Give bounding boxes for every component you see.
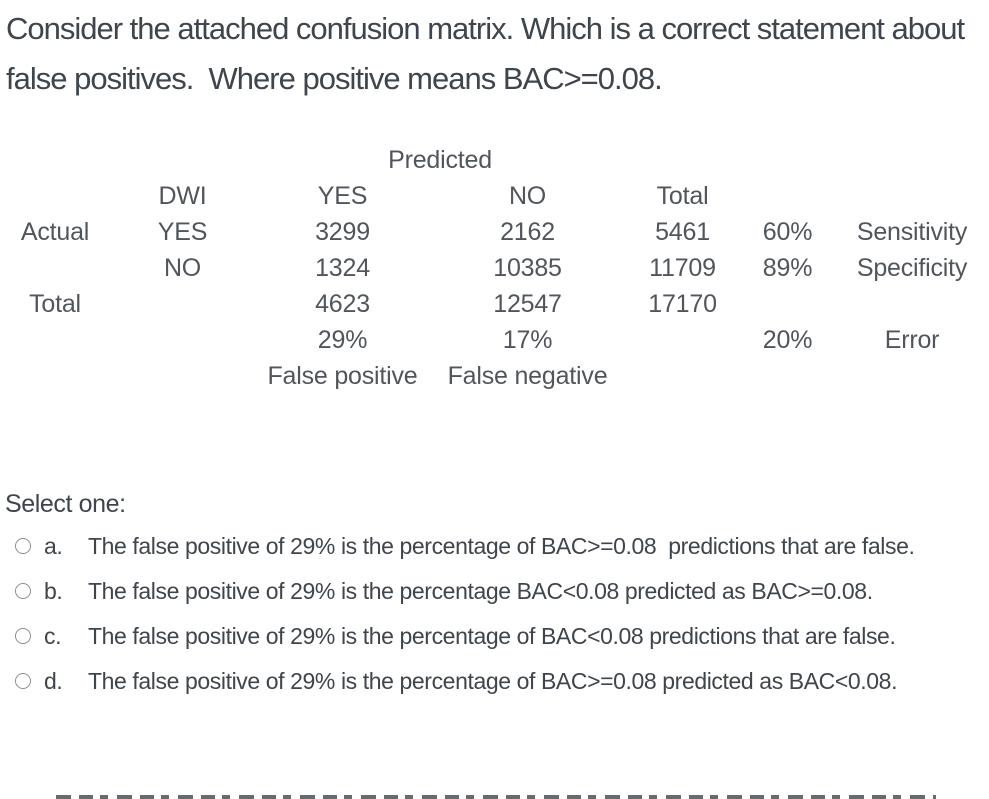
matrix-cell: [740, 142, 835, 178]
matrix-cell: 20%: [762, 325, 813, 354]
matrix-cell: YES: [317, 181, 368, 210]
option-a-radio[interactable]: [15, 538, 31, 554]
matrix-cell: [0, 142, 110, 178]
matrix-cell: NO: [163, 253, 202, 282]
matrix-cell: [0, 178, 110, 214]
confusion-matrix-table: Predicted DWI YES NO Total Actual YES 32…: [0, 142, 989, 394]
matrix-cell: [0, 322, 110, 358]
matrix-row-actual-yes: Actual YES 3299 2162 5461 60% Sensitivit…: [0, 214, 989, 250]
option-b-text: The false positive of 29% is the percent…: [88, 578, 873, 604]
answer-option-c[interactable]: c. The false positive of 29% is the perc…: [0, 614, 989, 659]
matrix-row-total: Total 4623 12547 17170: [0, 286, 989, 322]
matrix-cell: 1324: [315, 253, 370, 282]
matrix-row-predicted: Predicted: [0, 142, 989, 178]
matrix-cell: [625, 358, 740, 394]
matrix-cell: 89%: [762, 253, 813, 282]
matrix-cell: Specificity: [856, 253, 968, 282]
matrix-row-fp-fn-labels: False positive False negative: [0, 358, 989, 394]
matrix-cell: Total: [29, 289, 81, 318]
option-b-key: b.: [44, 578, 63, 604]
matrix-cell: [835, 358, 989, 394]
matrix-cell: [0, 358, 110, 394]
answer-option-b[interactable]: b. The false positive of 29% is the perc…: [0, 569, 989, 614]
option-c-radio[interactable]: [15, 628, 31, 644]
answer-options: a. The false positive of 29% is the perc…: [0, 524, 989, 704]
matrix-cell: 10385: [493, 253, 562, 282]
option-c-key: c.: [44, 623, 62, 649]
matrix-cell: [835, 286, 989, 322]
select-one-label: Select one:: [5, 490, 126, 518]
matrix-cell: DWI: [158, 181, 207, 210]
matrix-row-actual-no: NO 1324 10385 11709 89% Specificity: [0, 250, 989, 286]
matrix-cell: Sensitivity: [856, 217, 968, 246]
option-a-text: The false positive of 29% is the percent…: [88, 533, 915, 559]
matrix-cell: [0, 250, 110, 286]
option-b-radio[interactable]: [15, 583, 31, 599]
matrix-cell: 4623: [315, 289, 370, 318]
option-d-key: d.: [44, 668, 63, 694]
matrix-cell: 2162: [500, 217, 555, 246]
matrix-cell: 17170: [648, 289, 717, 318]
matrix-cell: 29%: [317, 325, 368, 354]
matrix-cell: YES: [157, 217, 208, 246]
question-text: Consider the attached confusion matrix. …: [6, 11, 972, 96]
option-d-radio[interactable]: [15, 673, 31, 689]
matrix-cell: Total: [656, 181, 709, 210]
option-c-text: The false positive of 29% is the percent…: [88, 623, 896, 649]
cutoff-next-line: [56, 795, 936, 799]
matrix-cell: [110, 286, 255, 322]
matrix-cell: [740, 286, 835, 322]
matrix-cell: 5461: [655, 217, 710, 246]
matrix-cell: Error: [884, 325, 940, 354]
matrix-cell: 12547: [493, 289, 562, 318]
matrix-cell: [110, 358, 255, 394]
matrix-cell: 11709: [649, 253, 716, 282]
matrix-cell: Actual: [20, 217, 90, 246]
matrix-cell: [110, 142, 255, 178]
matrix-row-percentages: 29% 17% 20% Error: [0, 322, 989, 358]
matrix-cell: [835, 142, 989, 178]
matrix-cell: [740, 358, 835, 394]
answer-option-d[interactable]: d. The false positive of 29% is the perc…: [0, 659, 989, 704]
matrix-cell: [835, 178, 989, 214]
matrix-cell: False negative: [447, 361, 608, 390]
answer-option-a[interactable]: a. The false positive of 29% is the perc…: [0, 524, 989, 569]
matrix-cell: 60%: [762, 217, 813, 246]
matrix-cell: NO: [508, 181, 547, 210]
matrix-header-row: DWI YES NO Total: [0, 178, 989, 214]
matrix-cell: 17%: [502, 325, 553, 354]
matrix-cell: [625, 142, 740, 178]
matrix-cell: [625, 322, 740, 358]
matrix-cell: 3299: [315, 217, 370, 246]
matrix-cell: False positive: [267, 361, 418, 390]
matrix-cell: [110, 322, 255, 358]
matrix-predicted-label: Predicted: [388, 145, 492, 174]
option-d-text: The false positive of 29% is the percent…: [88, 668, 898, 694]
option-a-key: a.: [44, 533, 63, 559]
matrix-cell: [740, 178, 835, 214]
